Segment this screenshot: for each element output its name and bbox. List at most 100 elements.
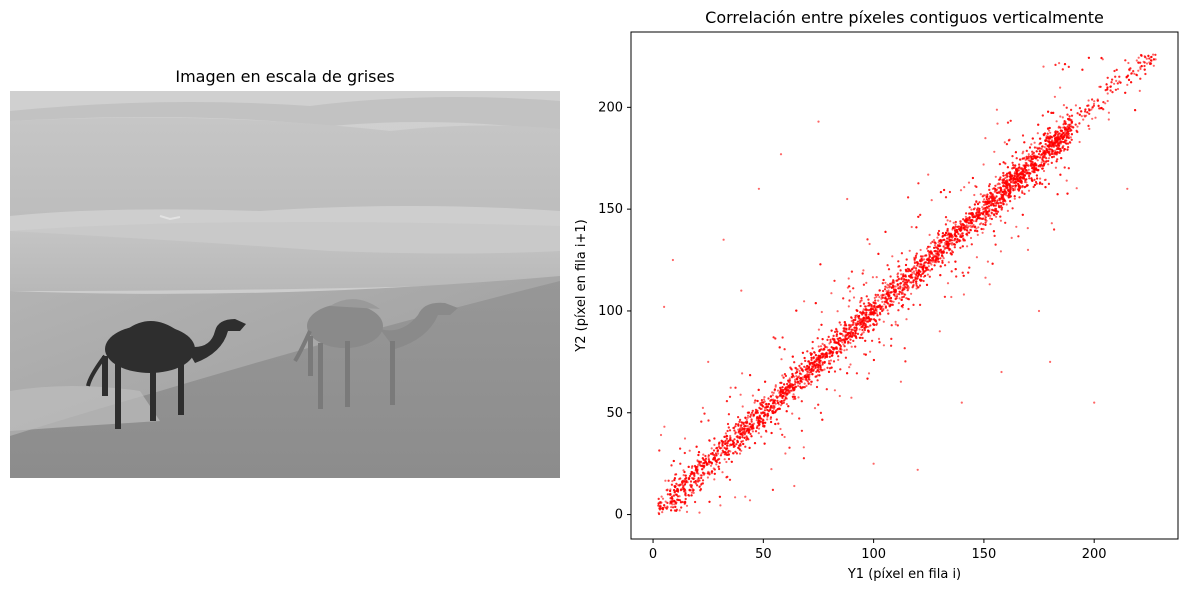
scatter-point <box>838 394 841 398</box>
scatter-point <box>1145 62 1149 65</box>
scatter-point <box>702 453 705 456</box>
scatter-point <box>1145 57 1148 60</box>
scatter-point <box>743 430 746 433</box>
scatter-point <box>799 366 802 369</box>
scatter-point <box>859 323 862 326</box>
scatter-point <box>928 253 931 256</box>
scatter-point <box>863 353 866 356</box>
scatter-point <box>947 261 950 264</box>
scatter-point <box>975 200 978 203</box>
scatter-point <box>1070 138 1073 141</box>
scatter-point <box>1009 119 1012 122</box>
scatter-point <box>764 429 768 432</box>
scatter-point <box>685 504 689 507</box>
scatter-point <box>1070 114 1074 117</box>
scatter-point <box>1111 78 1114 81</box>
scatter-point <box>910 281 913 284</box>
scatter-point <box>658 507 661 510</box>
scatter-point <box>1003 141 1006 144</box>
scatter-point <box>942 257 945 260</box>
scatter-point <box>962 218 965 221</box>
scatter-point <box>907 196 910 199</box>
scatter-point <box>896 275 899 278</box>
scatter-point <box>794 397 797 400</box>
scatter-point <box>1149 59 1153 62</box>
scatter-point <box>664 500 667 503</box>
scatter-point <box>701 471 705 474</box>
scatter-point <box>1050 139 1054 142</box>
scatter-point <box>776 389 780 392</box>
scatter-point <box>1070 108 1073 111</box>
scatter-point <box>783 373 787 376</box>
scatter-point <box>693 464 697 468</box>
scatter-point <box>988 183 991 186</box>
scatter-point <box>957 232 960 236</box>
scatter-point <box>1005 203 1008 206</box>
scatter-point <box>986 260 990 263</box>
scatter-point <box>1033 141 1036 144</box>
scatter-point <box>982 200 985 203</box>
scatter-point <box>793 361 796 364</box>
scatter-point <box>683 451 686 455</box>
scatter-point <box>975 227 978 230</box>
scatter-point <box>716 458 719 461</box>
scatter-point <box>854 314 857 317</box>
scatter-point <box>726 442 729 445</box>
scatter-point <box>746 416 749 419</box>
scatter-point <box>1111 91 1114 94</box>
scatter-point <box>994 204 997 207</box>
scatter-point <box>928 255 931 258</box>
scatter-point <box>737 416 740 419</box>
scatter-point <box>1039 137 1042 140</box>
scatter-point <box>829 340 832 344</box>
scatter-point <box>712 449 716 452</box>
scatter-point <box>665 507 668 510</box>
scatter-point <box>859 304 862 308</box>
scatter-point <box>1041 182 1044 186</box>
scatter-point <box>1061 116 1064 119</box>
scatter-point <box>806 380 809 383</box>
scatter-point <box>734 496 737 499</box>
scatter-point <box>778 391 781 394</box>
scatter-point <box>784 397 787 400</box>
scatter-point <box>827 349 830 352</box>
scatter-point <box>1144 72 1147 76</box>
scatter-point <box>954 223 957 226</box>
scatter-point <box>842 343 845 346</box>
scatter-point <box>892 300 895 303</box>
scatter-point <box>914 267 918 270</box>
scatter-point <box>740 449 743 452</box>
scatter-point <box>884 305 888 308</box>
scatter-point <box>660 495 663 498</box>
scatter-point <box>1017 235 1020 238</box>
scatter-point <box>978 209 981 212</box>
scatter-point <box>1058 151 1061 154</box>
scatter-point <box>1027 153 1030 156</box>
scatter-point <box>803 382 806 385</box>
scatter-point <box>675 482 678 485</box>
scatter-point <box>887 268 891 271</box>
scatter-point <box>1065 106 1068 109</box>
scatter-point <box>1038 156 1042 159</box>
scatter-point <box>718 441 721 444</box>
scatter-point <box>988 208 991 211</box>
scatter-point <box>757 432 760 435</box>
scatter-point <box>969 236 973 240</box>
scatter-point <box>1059 86 1062 89</box>
scatter-point <box>766 409 769 412</box>
scatter-point <box>1036 147 1039 150</box>
scatter-point <box>802 446 805 449</box>
scatter-point <box>1138 89 1141 92</box>
scatter-point <box>839 323 842 326</box>
scatter-point <box>1021 185 1024 188</box>
scatter-point <box>999 176 1002 179</box>
scatter-point <box>1080 115 1083 118</box>
scatter-point <box>751 411 754 414</box>
scatter-point <box>704 457 708 460</box>
scatter-point <box>869 319 872 323</box>
scatter-point <box>771 394 774 397</box>
scatter-point <box>725 400 729 403</box>
scatter-point <box>897 302 901 305</box>
scatter-point <box>882 320 885 323</box>
